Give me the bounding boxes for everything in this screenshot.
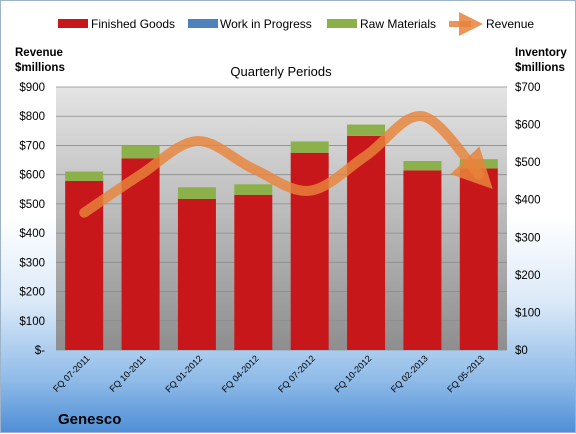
bar-raw-materials bbox=[403, 161, 442, 171]
legend: Finished Goods Work in Progress Raw Mate… bbox=[58, 12, 534, 36]
x-tick-label: FQ 07-2012 bbox=[276, 353, 317, 394]
right-axis-title-line2: $millions bbox=[515, 62, 565, 74]
left-tick-label: $800 bbox=[19, 111, 45, 123]
bar-raw-materials bbox=[177, 187, 216, 199]
legend-label-finished-goods: Finished Goods bbox=[91, 17, 175, 31]
left-tick-label: $300 bbox=[19, 257, 45, 269]
bar-raw-materials bbox=[290, 141, 329, 153]
left-tick-label: $900 bbox=[19, 82, 45, 94]
bar-raw-materials bbox=[347, 124, 386, 136]
legend-label-raw-materials: Raw Materials bbox=[360, 17, 436, 31]
left-tick-label: $400 bbox=[19, 228, 45, 240]
legend-item-work-in-progress[interactable]: Work in Progress bbox=[188, 17, 312, 31]
left-axis-title-line2: $millions bbox=[15, 62, 65, 74]
revenue-line bbox=[79, 111, 493, 218]
bar-finished-goods bbox=[403, 170, 442, 350]
right-tick-label: $500 bbox=[515, 157, 541, 169]
left-axis-ticks: $- $100 $200 $300 $400 $500 $600 $700 $800 $900 bbox=[19, 82, 45, 357]
right-tick-label: $200 bbox=[515, 270, 541, 282]
company-name: Genesco bbox=[58, 411, 121, 428]
right-tick-label: $400 bbox=[515, 195, 541, 207]
bar-finished-goods bbox=[177, 198, 216, 350]
legend-label-revenue: Revenue bbox=[486, 17, 534, 31]
bar-finished-goods bbox=[347, 135, 386, 350]
x-axis-ticks: FQ 07-2011 FQ 10-2011 FQ 01-2012 FQ 04-2012… bbox=[51, 353, 486, 394]
x-tick-label: FQ 04-2012 bbox=[220, 353, 261, 394]
x-tick-label: FQ 10-2012 bbox=[332, 353, 373, 394]
bar-finished-goods bbox=[121, 158, 160, 350]
chart-title: Quarterly Periods bbox=[230, 64, 332, 79]
bar-finished-goods bbox=[234, 194, 273, 350]
bar-raw-materials bbox=[234, 184, 273, 195]
left-tick-label: $500 bbox=[19, 199, 45, 211]
x-tick-label: FQ 07-2011 bbox=[51, 353, 92, 394]
x-tick-label: FQ 02-2013 bbox=[389, 353, 430, 394]
right-axis-ticks: $0 $100 $200 $300 $400 $500 $600 $700 bbox=[515, 82, 541, 357]
legend-swatch-raw-materials bbox=[327, 19, 357, 28]
bar-raw-materials bbox=[121, 145, 160, 159]
legend-label-work-in-progress: Work in Progress bbox=[220, 17, 312, 31]
bar-raw-materials bbox=[65, 171, 104, 181]
left-tick-label: $200 bbox=[19, 287, 45, 299]
right-tick-label: $100 bbox=[515, 307, 541, 319]
legend-swatch-work-in-progress bbox=[188, 19, 218, 28]
left-tick-label: $100 bbox=[19, 316, 45, 328]
right-tick-label: $300 bbox=[515, 232, 541, 244]
x-tick-label: FQ 05-2013 bbox=[445, 353, 486, 394]
x-tick-label: FQ 01-2012 bbox=[163, 353, 204, 394]
legend-item-revenue[interactable]: Revenue bbox=[449, 12, 534, 36]
left-tick-label: $- bbox=[35, 345, 45, 357]
left-tick-label: $700 bbox=[19, 140, 45, 152]
right-tick-label: $700 bbox=[515, 82, 541, 94]
x-tick-label: FQ 10-2011 bbox=[107, 353, 148, 394]
bar-finished-goods bbox=[459, 168, 498, 350]
left-axis-title-line1: Revenue bbox=[15, 47, 63, 59]
right-axis-title-line1: Inventory bbox=[515, 47, 567, 59]
legend-swatch-finished-goods bbox=[58, 19, 88, 28]
right-tick-label: $0 bbox=[515, 345, 528, 357]
legend-item-finished-goods[interactable]: Finished Goods bbox=[58, 17, 175, 31]
legend-item-raw-materials[interactable]: Raw Materials bbox=[327, 17, 436, 31]
left-tick-label: $600 bbox=[19, 170, 45, 182]
revenue-line-group bbox=[79, 111, 493, 218]
right-tick-label: $600 bbox=[515, 120, 541, 132]
